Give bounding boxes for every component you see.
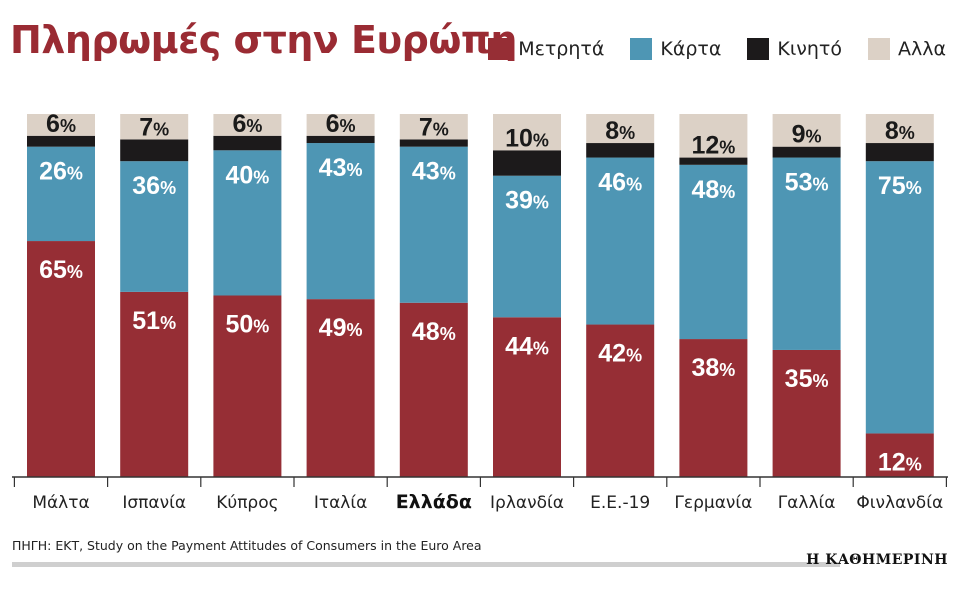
data-label-cash-1: 51% xyxy=(132,307,176,335)
bar-mobile-4 xyxy=(399,139,468,147)
bar-mobile-0 xyxy=(27,135,95,147)
data-label-card-8: 53% xyxy=(785,169,829,197)
bar-mobile-6 xyxy=(586,143,655,158)
bar-cash-0 xyxy=(27,241,95,477)
bar-cash-3 xyxy=(306,299,375,477)
bar-other-6 xyxy=(586,114,655,144)
data-label-cash-3: 49% xyxy=(319,314,363,342)
legend-item-cash: Μετρητά xyxy=(488,38,604,60)
legend-swatch-mobile xyxy=(747,38,770,60)
data-label-card-4: 43% xyxy=(412,158,456,186)
bar-other-9 xyxy=(865,114,934,144)
legend-item-other: Αλλα xyxy=(867,38,946,60)
data-label-other-3: 6% xyxy=(326,110,356,138)
data-label-other-0: 6% xyxy=(46,110,76,138)
bar-mobile-3 xyxy=(306,135,375,144)
legend-swatch-other xyxy=(867,38,890,60)
category-label-3: Ιταλία xyxy=(314,493,367,513)
chart-title: Πληρωμές στην Ευρώπη xyxy=(10,18,517,62)
bar-mobile-7 xyxy=(679,157,748,165)
bar-other-5 xyxy=(493,114,561,151)
data-label-cash-9: 12% xyxy=(878,448,922,476)
bar-card-1 xyxy=(120,161,189,292)
category-label-1: Ισπανία xyxy=(122,493,186,513)
bar-cash-1 xyxy=(120,291,189,477)
bar-cash-9 xyxy=(865,433,934,477)
category-label-6: Ε.Ε.-19 xyxy=(590,493,650,513)
bar-mobile-2 xyxy=(213,135,282,151)
category-label-2: Κύπρος xyxy=(216,493,278,513)
legend-label-card: Κάρτα xyxy=(660,38,722,60)
bar-card-6 xyxy=(586,157,655,325)
data-label-card-1: 36% xyxy=(132,172,176,200)
bar-cash-6 xyxy=(586,324,655,477)
bar-card-4 xyxy=(399,146,468,303)
publisher-logo: Η ΚΑΘΗΜΕΡΙΝΗ xyxy=(806,552,948,568)
data-label-cash-7: 38% xyxy=(691,354,735,382)
stacked-bar-chart: 65% 26% 6% Μάλτα 51% 36% 7% Ισπανία 50% 40% 6% Κύπρ… xyxy=(12,110,948,513)
data-label-card-2: 40% xyxy=(225,161,269,189)
bar-other-2 xyxy=(213,114,282,136)
data-label-other-4: 7% xyxy=(419,113,449,141)
data-label-other-6: 8% xyxy=(605,117,635,145)
legend-item-card: Κάρτα xyxy=(630,38,721,60)
data-label-cash-4: 48% xyxy=(412,318,456,346)
category-label-4: Ελλάδα xyxy=(396,491,472,513)
legend: Μετρητά Κάρτα Κινητό Αλλα xyxy=(488,38,946,60)
data-label-cash-5: 44% xyxy=(505,332,549,360)
legend-label-cash: Μετρητά xyxy=(518,38,605,60)
bar-other-1 xyxy=(120,114,189,140)
data-label-other-9: 8% xyxy=(885,117,915,145)
bar-card-9 xyxy=(865,161,934,434)
data-label-card-7: 48% xyxy=(691,176,735,204)
bar-mobile-5 xyxy=(493,150,561,176)
legend-label-other: Αλλα xyxy=(897,38,946,60)
bar-mobile-1 xyxy=(120,139,189,162)
data-label-card-6: 46% xyxy=(598,169,642,197)
bar-other-4 xyxy=(399,114,468,140)
category-label-5: Ιρλανδία xyxy=(490,493,564,513)
data-label-card-3: 43% xyxy=(319,154,363,182)
bar-other-7 xyxy=(679,114,748,158)
bar-mobile-8 xyxy=(772,146,841,158)
category-label-8: Γαλλία xyxy=(778,493,836,513)
data-label-cash-0: 65% xyxy=(39,256,83,284)
bar-card-2 xyxy=(213,150,282,296)
legend-label-mobile: Κινητό xyxy=(777,38,842,60)
bar-cash-8 xyxy=(772,349,841,477)
bar-card-5 xyxy=(493,175,561,318)
data-label-card-9: 75% xyxy=(878,172,922,200)
bar-other-8 xyxy=(772,114,841,147)
data-label-cash-2: 50% xyxy=(225,311,269,339)
legend-swatch-cash xyxy=(488,38,511,60)
data-label-other-7: 12% xyxy=(691,132,735,160)
data-label-other-5: 10% xyxy=(505,124,549,152)
legend-item-mobile: Κινητό xyxy=(747,38,842,60)
bar-card-3 xyxy=(306,143,375,300)
category-label-9: Φινλανδία xyxy=(856,493,943,513)
bar-cash-2 xyxy=(213,295,282,477)
bar-cash-5 xyxy=(493,317,561,477)
data-label-cash-8: 35% xyxy=(785,365,829,393)
bar-other-0 xyxy=(27,114,95,136)
data-label-cash-6: 42% xyxy=(598,340,642,368)
data-label-other-1: 7% xyxy=(139,113,169,141)
bar-cash-7 xyxy=(679,339,748,477)
bar-cash-4 xyxy=(399,302,468,477)
category-label-7: Γερμανία xyxy=(674,493,752,513)
data-label-card-5: 39% xyxy=(505,187,549,215)
bar-card-8 xyxy=(772,157,841,350)
source-note: ΠΗΓΗ: ΕΚΤ, Study on the Payment Attitude… xyxy=(12,538,482,553)
category-label-0: Μάλτα xyxy=(32,493,89,513)
data-label-other-2: 6% xyxy=(232,110,262,138)
bar-mobile-9 xyxy=(865,143,934,162)
bar-card-7 xyxy=(679,164,748,340)
data-label-card-0: 26% xyxy=(39,158,83,186)
bar-card-0 xyxy=(27,146,95,242)
bar-other-3 xyxy=(306,114,375,136)
data-label-other-8: 9% xyxy=(792,121,822,149)
bottom-rule xyxy=(12,562,840,567)
legend-swatch-card xyxy=(630,38,653,60)
